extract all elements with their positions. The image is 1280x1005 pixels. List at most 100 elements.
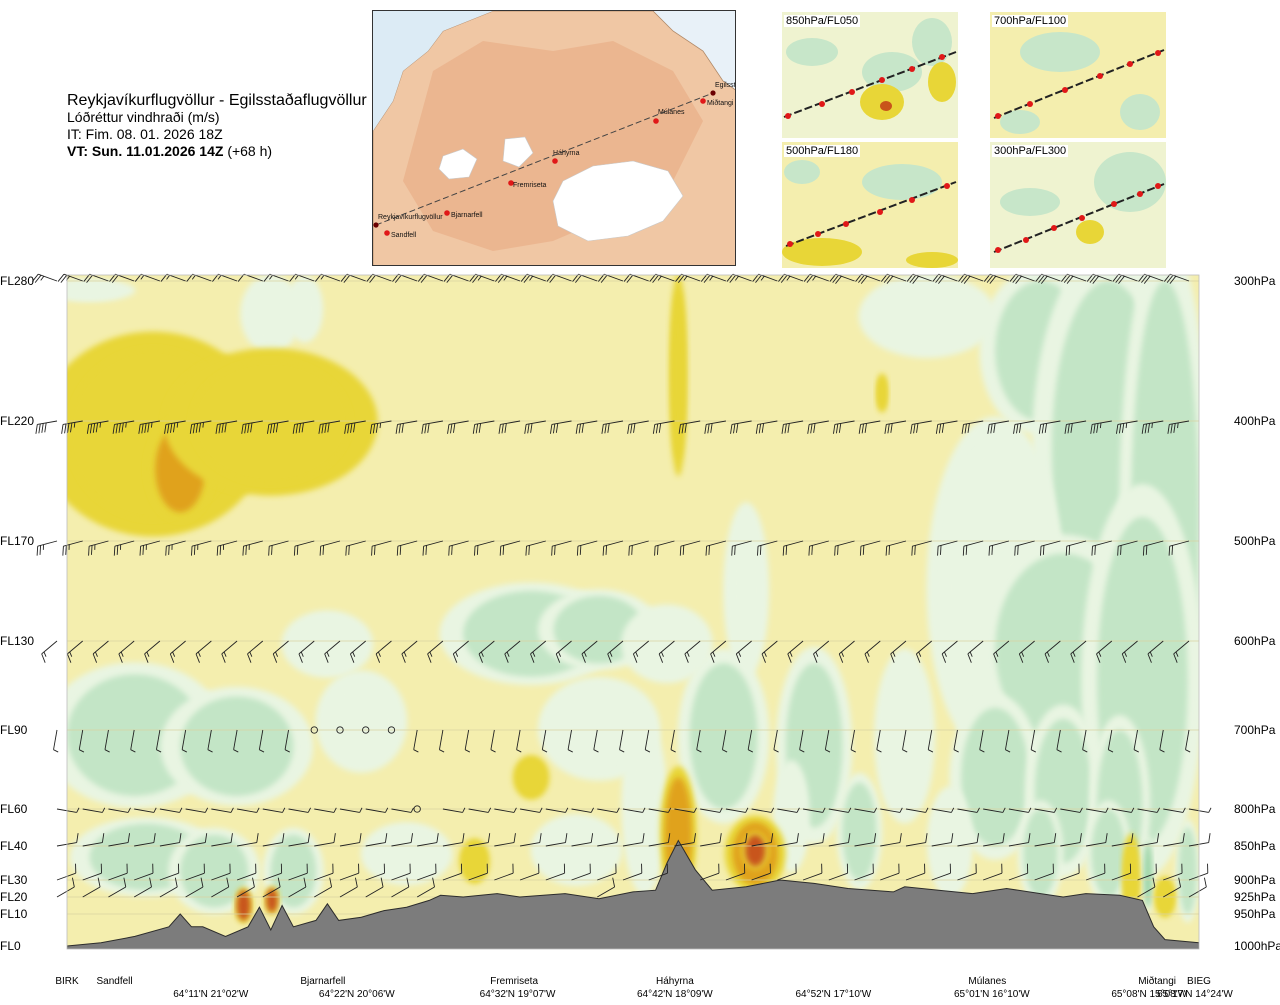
wind-barb	[828, 863, 849, 881]
barb-half	[249, 651, 253, 657]
barb-full	[549, 274, 556, 283]
barb-full	[885, 546, 888, 556]
barb-full	[527, 423, 530, 434]
barb-staff	[1173, 640, 1190, 655]
barb-staff	[710, 640, 727, 655]
barb-half	[1124, 651, 1128, 657]
barb-full	[504, 423, 507, 433]
wind-barb	[118, 640, 135, 663]
barb-half	[1079, 807, 1083, 813]
overview-map-svg: Reykjavíkurflugvöllur Sandfell Bjarnarfell…	[373, 11, 735, 265]
barb-staff	[530, 640, 547, 655]
barb-full	[97, 877, 101, 888]
wind-barb	[941, 640, 958, 663]
barb-full	[1121, 653, 1127, 663]
barb-staff	[680, 420, 701, 425]
barb-full	[555, 653, 561, 663]
barb-staff	[1137, 808, 1158, 813]
wind-barb	[112, 420, 135, 434]
wind-barb	[850, 729, 856, 753]
barb-staff	[828, 842, 849, 847]
barb-half	[789, 651, 793, 657]
barb-staff	[104, 729, 109, 750]
glacier-vatnajokull	[552, 160, 684, 242]
barb-half	[565, 807, 569, 813]
wind-barb	[1168, 540, 1190, 556]
wind-barb	[134, 863, 154, 881]
barb-full	[452, 653, 458, 663]
downdraft-region	[777, 769, 806, 863]
barb-staff	[423, 540, 444, 547]
barb-staff	[191, 540, 212, 547]
wind-barb	[369, 420, 392, 434]
barb-half	[590, 807, 594, 813]
barb-half	[683, 275, 688, 281]
barb-full	[1012, 274, 1020, 283]
barb-full	[167, 423, 170, 434]
barb-staff	[195, 640, 212, 655]
barb-full	[282, 833, 285, 843]
barb-full	[203, 863, 205, 874]
wind-barb	[519, 863, 540, 881]
wind-barb	[339, 833, 362, 847]
y-axis-fl-label: FL60	[0, 802, 28, 816]
barb-staff	[397, 540, 418, 547]
barb-full	[1002, 833, 1005, 843]
barb-full	[915, 653, 921, 663]
barb-half	[40, 275, 45, 281]
barb-full	[191, 546, 193, 556]
barb-staff	[350, 640, 367, 655]
barb-staff	[648, 842, 669, 847]
wind-barb	[597, 877, 616, 898]
barb-full	[1038, 424, 1042, 434]
barb-staff	[751, 808, 772, 813]
barb-full	[1040, 546, 1042, 556]
barb-staff	[114, 540, 135, 547]
barb-full	[628, 546, 630, 556]
barb-full	[374, 545, 376, 555]
wind-barb	[468, 807, 492, 813]
barb-full	[219, 545, 222, 555]
barb-full	[1143, 275, 1151, 284]
barb-full	[347, 423, 350, 434]
barb-staff	[854, 842, 875, 847]
barb-staff	[736, 640, 752, 655]
wind-barb	[262, 833, 285, 847]
barb-full	[247, 423, 250, 433]
wind-barb	[262, 863, 283, 881]
barb-full	[554, 545, 556, 555]
barb-full	[70, 422, 73, 433]
barb-staff	[181, 729, 187, 750]
barb-half	[773, 749, 779, 753]
barb-full	[1104, 863, 1106, 874]
barb-staff	[339, 886, 358, 898]
wind-barb	[416, 877, 435, 898]
updraft-region	[745, 834, 766, 867]
barb-full	[380, 877, 384, 888]
barb-staff	[37, 540, 58, 547]
barb-staff	[416, 886, 435, 898]
wind-barb	[452, 640, 469, 663]
barb-half	[1131, 807, 1135, 813]
barb-full	[1129, 863, 1132, 874]
barb-staff	[114, 420, 135, 425]
inset-map-700: 700hPa/FL100	[990, 12, 1166, 138]
barb-staff	[211, 808, 232, 813]
calm-wind-circle	[413, 805, 421, 813]
wind-barb	[288, 863, 308, 881]
wind-barb	[1008, 863, 1029, 881]
wind-barb	[92, 640, 109, 663]
barb-full	[1208, 833, 1211, 843]
barb-full	[221, 423, 224, 433]
barb-full	[229, 863, 231, 874]
wind-barb	[472, 420, 495, 434]
barb-half	[413, 749, 419, 753]
wind-barb	[391, 877, 410, 898]
wind-barb	[159, 877, 178, 898]
barb-full	[307, 833, 311, 843]
downdraft-region	[372, 827, 441, 880]
barb-full	[565, 833, 568, 843]
wind-barb	[735, 640, 752, 663]
barb-staff	[880, 842, 901, 847]
wind-barb	[56, 877, 75, 898]
